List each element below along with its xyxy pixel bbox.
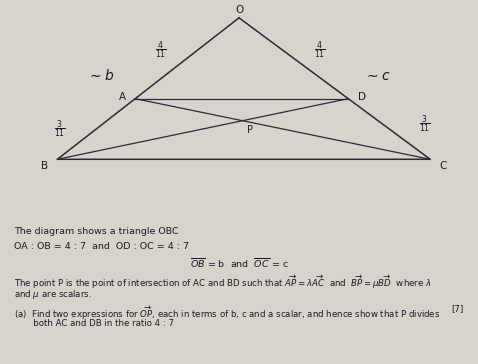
Text: D: D xyxy=(358,92,366,102)
Text: $\frac{4}{11}$: $\frac{4}{11}$ xyxy=(155,39,167,60)
Text: and $\mu$ are scalars.: and $\mu$ are scalars. xyxy=(14,288,92,301)
Text: $\frac{4}{11}$: $\frac{4}{11}$ xyxy=(314,39,326,60)
Text: both AC and DB in the ratio 4 : 7: both AC and DB in the ratio 4 : 7 xyxy=(14,318,174,328)
Text: $\sim$b: $\sim$b xyxy=(87,68,114,83)
Text: B: B xyxy=(41,161,48,171)
Text: P: P xyxy=(247,125,253,135)
Text: $\frac{3}{11}$: $\frac{3}{11}$ xyxy=(54,118,66,140)
Text: A: A xyxy=(119,92,126,102)
Text: C: C xyxy=(440,161,447,171)
Text: $\overline{OB}$ = b  and  $\overline{OC}$ = c: $\overline{OB}$ = b and $\overline{OC}$ … xyxy=(190,257,288,270)
Text: OA : OB = 4 : 7  and  OD : OC = 4 : 7: OA : OB = 4 : 7 and OD : OC = 4 : 7 xyxy=(14,242,189,251)
Text: $\frac{3}{11}$: $\frac{3}{11}$ xyxy=(419,114,431,135)
Text: The point P is the point of intersection of AC and BD such that $\overrightarrow: The point P is the point of intersection… xyxy=(14,273,432,291)
Text: [7]: [7] xyxy=(451,304,464,313)
Text: (a)  Find two expressions for $\overrightarrow{OP}$, each in terms of b, c and a: (a) Find two expressions for $\overright… xyxy=(14,304,441,322)
Text: O: O xyxy=(235,5,243,15)
Text: $\sim$c: $\sim$c xyxy=(364,69,391,83)
Text: The diagram shows a triangle OBC: The diagram shows a triangle OBC xyxy=(14,228,179,237)
